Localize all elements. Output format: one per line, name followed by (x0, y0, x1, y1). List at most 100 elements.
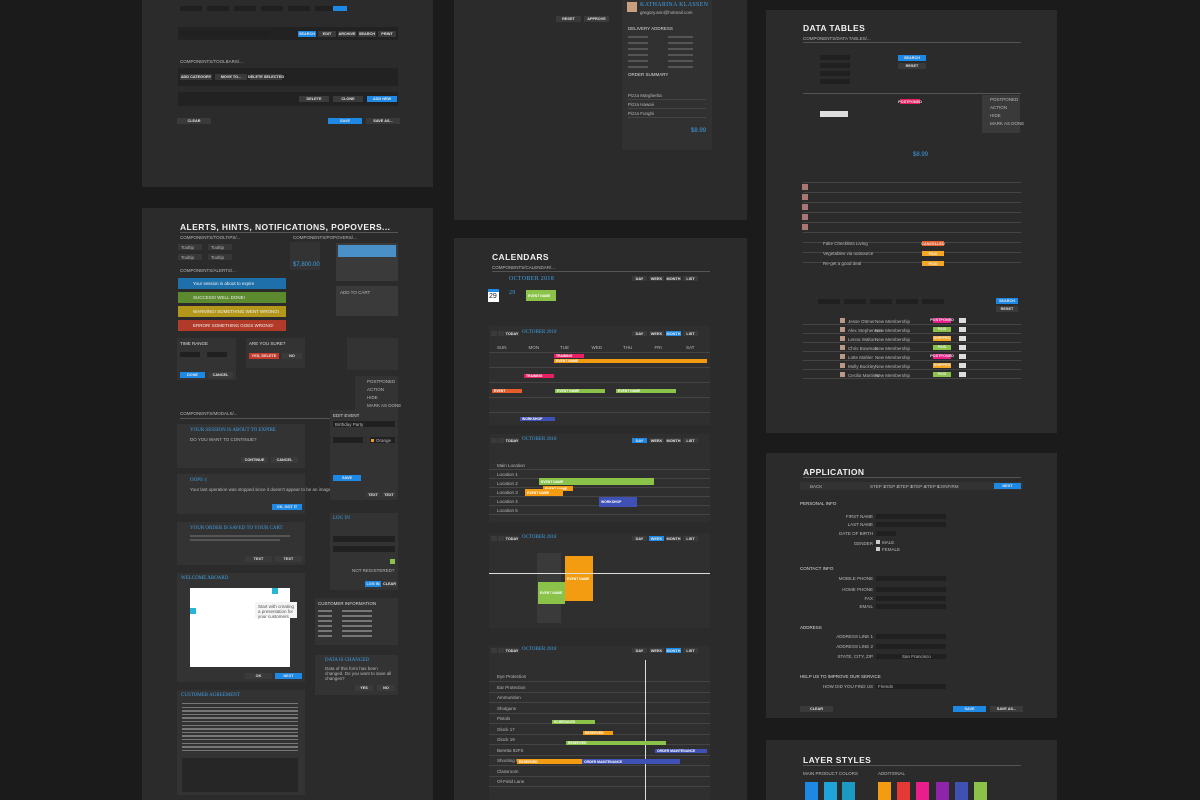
status-tag[interactable]: PAID (933, 372, 951, 377)
task-name: Vegetables via outsource (823, 251, 874, 256)
footer-button[interactable]: CLEAR (177, 118, 211, 124)
status-tag[interactable]: POSTPONED (898, 99, 922, 104)
field-label: FIRST NAME (845, 514, 873, 519)
status-tag[interactable]: PAID (922, 251, 944, 256)
today-button[interactable]: TODAY (505, 536, 519, 541)
modal-button[interactable]: TEXT (245, 556, 272, 562)
status-tag[interactable]: SHIPPED (933, 363, 951, 368)
order-button[interactable]: RESET (556, 16, 581, 22)
status-tag[interactable]: POSTPONED (930, 318, 954, 323)
view-button[interactable]: DAY (632, 276, 647, 281)
form-button[interactable]: SAVE (953, 706, 986, 712)
modal-button[interactable]: CONTINUE (241, 457, 268, 463)
footer-button[interactable]: SAVE (328, 118, 362, 124)
action-button[interactable]: ADD NEW (367, 96, 397, 102)
status-tag[interactable]: PAID (933, 345, 951, 350)
divider (628, 99, 706, 100)
view-button[interactable]: MONTH (666, 331, 681, 336)
status-tag[interactable]: POSTPONED (930, 354, 954, 359)
modal-title: YOUR SESSION IS ABOUT TO EXPIRE (190, 428, 276, 433)
text-button[interactable]: TEXT (382, 492, 396, 497)
view-button[interactable]: LIST (683, 648, 698, 653)
view-button[interactable]: DAY (632, 648, 647, 653)
resource: Of-Field Lane (497, 779, 525, 784)
modal-button[interactable]: OK (245, 673, 272, 679)
tool-button[interactable]: DELETE SELECTED (247, 74, 285, 80)
row-line (489, 514, 710, 515)
save-button[interactable]: SAVE (333, 475, 361, 481)
modal-button[interactable]: CANCEL (271, 457, 298, 463)
breadcrumb: COMPONENTS/MODALS/... (180, 411, 238, 416)
action-button[interactable]: CLONE (333, 96, 363, 102)
tab[interactable]: SEARCH (298, 31, 316, 37)
person-name: Jesse Ottmer (848, 318, 875, 324)
view-button[interactable]: DAY (632, 438, 647, 443)
today-button[interactable]: TODAY (505, 648, 519, 653)
modal-button[interactable]: NO (377, 685, 395, 691)
modal-button[interactable]: YES (355, 685, 373, 691)
view-button[interactable]: WEEK (649, 438, 664, 443)
plan-name: New Membership (875, 363, 911, 369)
view-button[interactable]: DAY (632, 331, 647, 336)
modal-button[interactable]: TEXT (275, 556, 302, 562)
action-button[interactable]: DELETE (299, 96, 329, 102)
view-button[interactable]: LIST (683, 331, 698, 336)
view-button[interactable]: MONTH (666, 648, 681, 653)
modal-button[interactable]: NEXT (275, 673, 302, 679)
login-button[interactable]: LOG IN (365, 581, 381, 587)
row-line (803, 252, 1021, 253)
tab[interactable]: EDIT (318, 31, 336, 37)
view-button[interactable]: MONTH (666, 276, 681, 281)
tab[interactable]: ARCHIVE (338, 31, 356, 37)
weekday: WED (591, 345, 603, 350)
tab[interactable]: PRINT (378, 31, 396, 37)
view-button[interactable]: WEEK (649, 331, 664, 336)
tool-button[interactable]: ADD CATEGORY (180, 74, 212, 80)
reset-button[interactable]: RESET (996, 306, 1018, 312)
order-button[interactable]: APPROVE (584, 16, 609, 22)
clear-button[interactable]: CLEAR (382, 581, 397, 587)
search-button[interactable]: SEARCH (996, 298, 1018, 304)
event-bar: ORDER MAINTENANCE (582, 759, 680, 764)
view-button[interactable]: WEEK (649, 648, 664, 653)
view-button[interactable]: WEEK (649, 276, 664, 281)
view-button[interactable]: WEEK (649, 536, 664, 541)
context-menu (355, 376, 398, 413)
modal-button[interactable]: OK, GOT IT (272, 504, 302, 510)
tab[interactable]: SEARCH (358, 31, 376, 37)
location: Location 4 (497, 499, 518, 504)
text-line (190, 535, 290, 537)
view-button[interactable]: LIST (683, 438, 698, 443)
form-button[interactable]: CLEAR (800, 706, 833, 712)
text-line (182, 728, 298, 730)
text-button[interactable]: TEXT (366, 492, 380, 497)
reset-button[interactable]: RESET (898, 63, 926, 69)
status-tag[interactable]: PAID (933, 327, 951, 332)
view-button[interactable]: MONTH (666, 536, 681, 541)
section-title: ORDER SUMMARY (628, 72, 669, 77)
view-button[interactable]: LIST (683, 536, 698, 541)
delete-button[interactable]: YES, DELETE (249, 353, 279, 359)
today-button[interactable]: TODAY (505, 438, 519, 443)
today-button[interactable]: TODAY (505, 331, 519, 336)
no-button[interactable]: NO (282, 353, 302, 359)
radio (876, 540, 880, 544)
view-button[interactable]: LIST (683, 276, 698, 281)
view-button[interactable]: DAY (632, 536, 647, 541)
footer-button[interactable]: SAVE AS... (366, 118, 400, 124)
nav-button (498, 438, 504, 443)
next-button[interactable]: NEXT (994, 483, 1021, 489)
form-button[interactable]: SAVE AS... (990, 706, 1023, 712)
input-field (820, 63, 850, 68)
done-button[interactable]: DONE (180, 372, 205, 378)
status-tag[interactable]: PAID (922, 261, 944, 266)
event-bar: WORKSHOP (599, 497, 637, 507)
view-button[interactable]: MONTH (666, 438, 681, 443)
tool-button[interactable]: MOVE TO... (215, 74, 247, 80)
button (333, 6, 347, 11)
search-button[interactable]: SEARCH (898, 55, 926, 61)
context-menu (982, 95, 1020, 133)
status-tag[interactable]: CANCELLED (921, 241, 945, 246)
cancel-button[interactable]: CANCEL (208, 372, 233, 378)
status-tag[interactable]: SHIPPED (933, 336, 951, 341)
